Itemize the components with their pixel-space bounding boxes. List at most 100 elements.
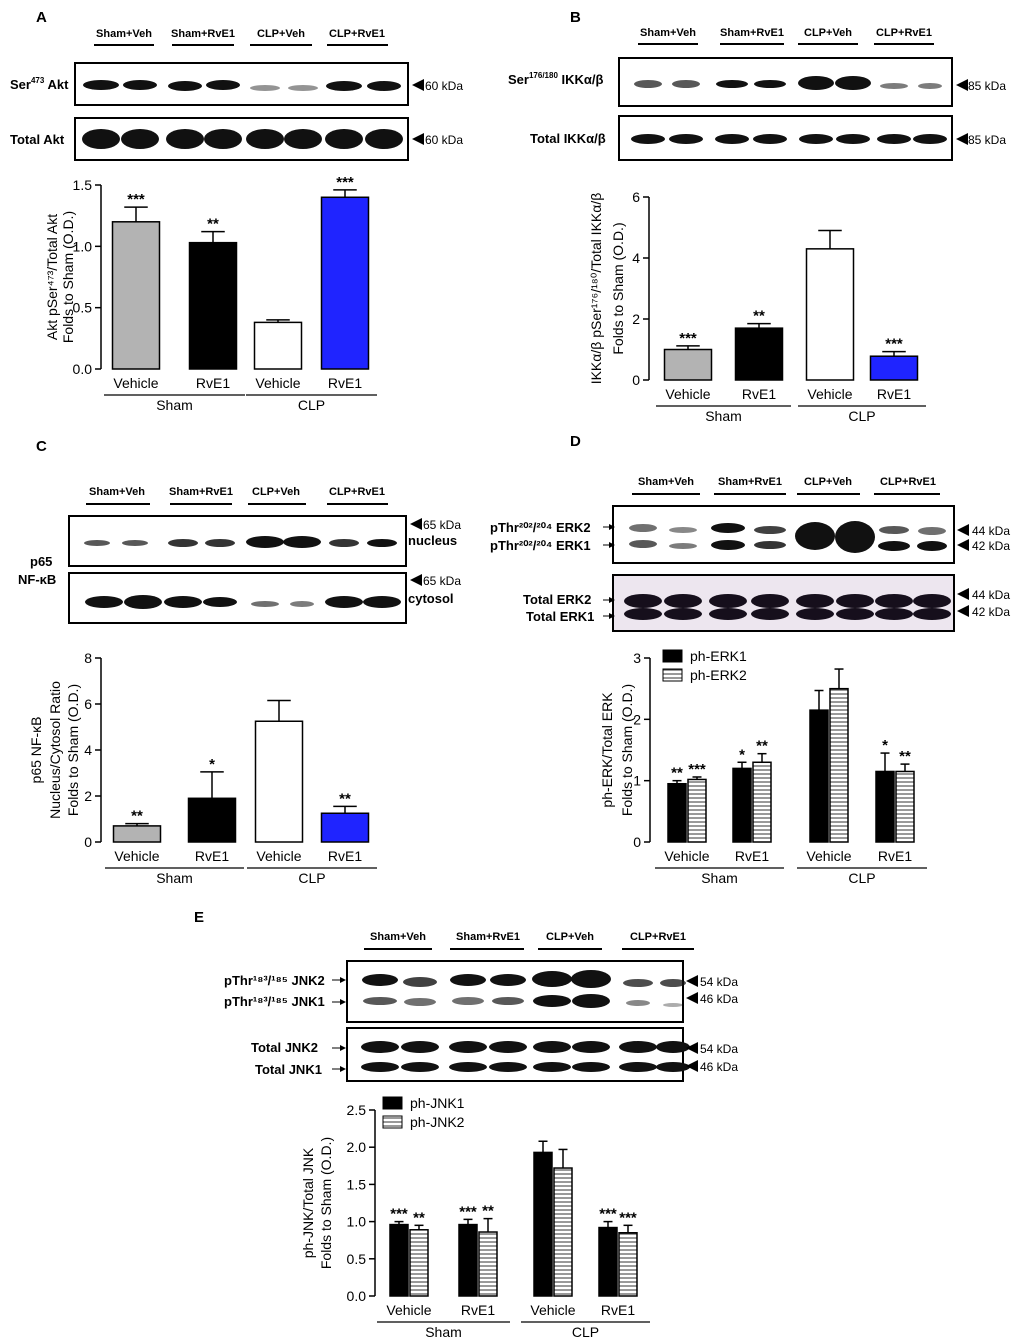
- x-category-label: Vehicle: [113, 375, 158, 391]
- bar: [663, 348, 713, 381]
- significance-label: *: [739, 746, 745, 763]
- blot-frame: [346, 960, 684, 1023]
- significance-label: ***: [688, 761, 706, 778]
- kda-marker: 42 kDa: [972, 539, 1010, 553]
- significance-label: **: [899, 748, 911, 765]
- y-tick-label: 3: [633, 650, 641, 666]
- kda-marker: 85 kDa: [968, 79, 1006, 93]
- y-axis-label: Folds to Sham (O.D.): [619, 684, 635, 816]
- blot-bands: [362, 970, 686, 1008]
- legend-swatch: [662, 668, 683, 682]
- significance-label: **: [671, 765, 683, 782]
- blot-row-label: pThr¹⁸³/¹⁸⁵ JNK2: [224, 973, 325, 988]
- bar: [869, 355, 919, 381]
- bar: [618, 1232, 638, 1297]
- y-tick-label: 4: [632, 250, 640, 266]
- blot-row-label: Total ERK1: [526, 609, 594, 624]
- bar: [254, 720, 304, 843]
- bar: [598, 1226, 618, 1297]
- legend-swatch: [382, 1115, 403, 1129]
- blot-bands: [82, 129, 403, 149]
- y-axis-label: ph-JNK/Total JNK: [300, 1147, 316, 1258]
- y-axis-label: Folds to Sham (O.D.): [65, 684, 81, 816]
- x-category-label: Vehicle: [664, 848, 709, 864]
- y-axis-label: Folds to Sham (O.D.): [610, 222, 626, 354]
- group-label: Sham+RvE1: [171, 28, 235, 40]
- group-label: Sham+Veh: [638, 476, 694, 488]
- blot-row-label: Total JNK1: [255, 1062, 322, 1077]
- blot-phospho-ikk: Ser176/180 IKKα/β 85 kDa: [508, 57, 1006, 107]
- y-tick-label: 1.0: [347, 1214, 367, 1230]
- blot-row-label: Ser176/180 IKKα/β: [508, 71, 603, 87]
- x-category-label: RvE1: [461, 1302, 495, 1318]
- fraction-label: nucleus: [408, 533, 457, 548]
- blot-row-label: Total JNK2: [251, 1040, 318, 1055]
- bar: [687, 778, 707, 843]
- blot-p65-cytosol: 65 kDa cytosol: [68, 572, 461, 624]
- bar: [458, 1223, 478, 1297]
- bar: [553, 1167, 573, 1297]
- blot-total-jnk: Total JNK2 Total JNK1 54 kDa 46 kDa: [251, 1027, 738, 1082]
- chart-panel-a: 0.0 0.5 1.0 1.5 Akt pSer⁴⁷³/Total Akt Folds t…: [44, 174, 377, 413]
- blot-bands: [629, 521, 947, 553]
- blot-total-ikk: Total IKKα/β 85 kDa: [530, 115, 1006, 161]
- kda-marker: 44 kDa: [972, 588, 1010, 602]
- blot-frame: [346, 1027, 684, 1082]
- kda-marker: 54 kDa: [700, 1042, 738, 1056]
- blot-row-label: NF-κB: [18, 572, 56, 587]
- y-tick-label: 6: [632, 189, 640, 205]
- group-label: CLP+RvE1: [876, 27, 932, 39]
- significance-label: ***: [390, 1206, 408, 1223]
- x-group-label: CLP: [298, 870, 325, 886]
- fraction-label: cytosol: [408, 591, 454, 606]
- panel-c-blot-header: Sham+Veh Sham+RvE1 CLP+Veh CLP+RvE1: [86, 486, 388, 505]
- bar: [112, 825, 162, 843]
- y-tick-label: 0: [632, 372, 640, 388]
- group-label: CLP+Veh: [257, 28, 305, 40]
- significance-label: **: [207, 216, 219, 233]
- arrow-icon: [686, 1060, 698, 1072]
- bar: [187, 797, 237, 843]
- bar: [732, 767, 752, 843]
- legend-label: ph-ERK1: [690, 648, 747, 664]
- x-group-label: Sham: [156, 870, 193, 886]
- bar: [829, 687, 849, 843]
- kda-marker: 46 kDa: [700, 992, 738, 1006]
- significance-label: *: [882, 737, 888, 754]
- blot-p65-nucleus: 65 kDa nucleus: [68, 515, 461, 567]
- x-category-label: Vehicle: [386, 1302, 431, 1318]
- significance-label: ***: [459, 1203, 477, 1220]
- group-label: Sham+RvE1: [718, 476, 782, 488]
- y-tick-label: 0.5: [73, 300, 93, 316]
- y-tick-label: 2.5: [347, 1102, 367, 1118]
- kda-marker: 46 kDa: [700, 1060, 738, 1074]
- arrow-icon: [956, 79, 968, 91]
- kda-marker: 44 kDa: [972, 524, 1010, 538]
- x-category-label: Vehicle: [256, 848, 301, 864]
- kda-marker: 54 kDa: [700, 975, 738, 989]
- arrow-icon: [686, 1042, 698, 1054]
- arrow-icon: [956, 133, 968, 145]
- blot-bands: [84, 536, 397, 548]
- blot-bands: [85, 595, 401, 609]
- y-tick-label: 0.0: [347, 1288, 367, 1304]
- y-tick-label: 1.0: [73, 238, 93, 254]
- arrow-icon: [412, 133, 424, 145]
- bar: [320, 196, 370, 370]
- significance-label: **: [413, 1209, 425, 1226]
- group-label: Sham+Veh: [370, 931, 426, 943]
- group-label: CLP+RvE1: [329, 28, 385, 40]
- arrow-icon: [410, 574, 422, 586]
- bar: [809, 709, 829, 843]
- group-label: Sham+Veh: [89, 486, 145, 498]
- blot-bands: [361, 1041, 690, 1072]
- panel-b-blot-header: Sham+Veh Sham+RvE1 CLP+Veh CLP+RvE1: [638, 27, 934, 45]
- y-tick-label: 0.0: [73, 361, 93, 377]
- arrow-icon: [412, 79, 424, 91]
- y-tick-label: 1.5: [73, 177, 93, 193]
- blot-row-label: pThr²⁰²/²⁰⁴ ERK2: [490, 520, 591, 535]
- significance-label: ***: [885, 336, 903, 353]
- significance-label: **: [131, 808, 143, 825]
- kda-marker: 85 kDa: [968, 133, 1006, 147]
